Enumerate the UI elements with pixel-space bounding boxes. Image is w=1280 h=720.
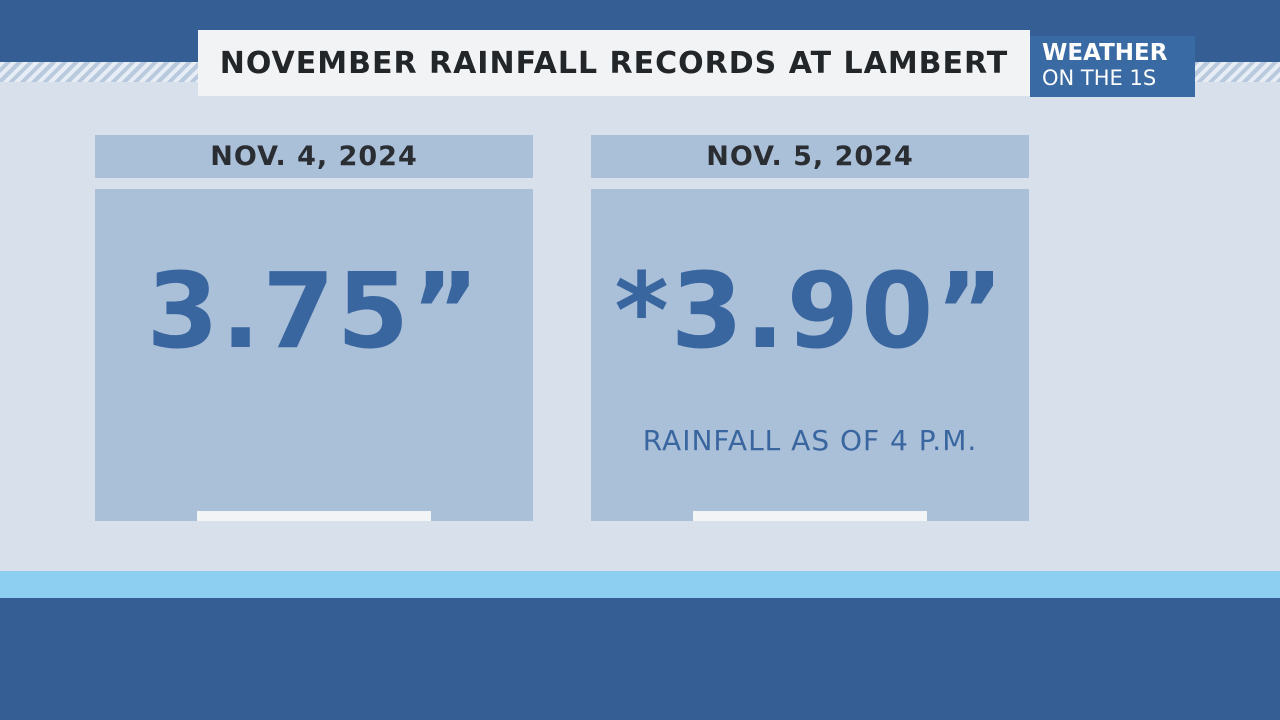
card-footer-bar: [693, 511, 927, 521]
accent-stripe: [0, 571, 1280, 598]
bottom-banner: [0, 598, 1280, 720]
rainfall-value: 3.75”: [146, 250, 482, 372]
title-panel: NOVEMBER RAINFALL RECORDS AT LAMBERT: [198, 30, 1030, 96]
card-body-nov-5: *3.90” RAINFALL AS OF 4 P.M.: [591, 189, 1029, 521]
logo-line-weather: WEATHER: [1042, 40, 1168, 66]
rainfall-value: *3.90”: [614, 250, 1006, 372]
card-date-header-nov-5: NOV. 5, 2024: [591, 135, 1029, 178]
logo-line-on-the-1s: ON THE 1S: [1042, 66, 1157, 90]
page-title: NOVEMBER RAINFALL RECORDS AT LAMBERT: [219, 45, 1009, 81]
card-date-header-nov-4: NOV. 4, 2024: [95, 135, 533, 178]
card-footer-bar: [197, 511, 431, 521]
weather-logo: WEATHER ON THE 1S: [1030, 36, 1195, 97]
card-date: NOV. 4, 2024: [210, 141, 418, 172]
card-date: NOV. 5, 2024: [706, 141, 914, 172]
rainfall-note: RAINFALL AS OF 4 P.M.: [642, 424, 978, 457]
card-body-nov-4: 3.75”: [95, 189, 533, 521]
